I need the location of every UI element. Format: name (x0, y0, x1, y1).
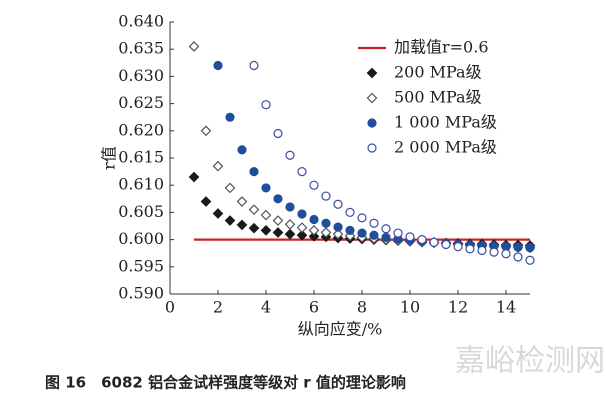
data-point (429, 237, 439, 247)
data-point (405, 232, 415, 242)
legend-label: 2 000 MPa级 (394, 138, 497, 157)
data-point (213, 60, 223, 71)
data-point (248, 222, 260, 234)
y-tick-label: 0.640 (118, 12, 164, 31)
y-tick-label: 0.620 (118, 120, 164, 139)
data-point (249, 60, 259, 71)
data-point (296, 229, 308, 241)
data-point (224, 182, 236, 194)
data-point (297, 209, 307, 219)
data-point (477, 245, 487, 256)
data-point (236, 196, 248, 207)
data-point (320, 227, 332, 238)
legend-label: 500 MPa级 (394, 88, 482, 107)
y-tick-label: 0.595 (118, 256, 164, 275)
x-tick-label: 8 (357, 298, 367, 317)
legend-marker (366, 92, 378, 104)
data-point (332, 228, 344, 240)
data-point (273, 128, 283, 139)
data-point (489, 247, 499, 257)
data-point (513, 242, 523, 252)
data-point (260, 209, 272, 221)
x-tick-label: 4 (261, 298, 271, 317)
data-point (393, 228, 403, 238)
data-point (212, 208, 224, 219)
legend-label: 200 MPa级 (394, 63, 482, 82)
data-point (296, 222, 308, 233)
legend-label: 加载值r=0.6 (394, 38, 489, 57)
y-tick-label: 0.630 (118, 66, 164, 85)
data-point (200, 125, 212, 137)
watermark: 嘉峪检测网 (455, 344, 605, 379)
data-point (272, 227, 284, 238)
data-point (333, 199, 343, 209)
data-point (369, 230, 379, 240)
data-point (308, 225, 320, 236)
y-tick-label: 0.610 (118, 175, 164, 194)
y-tick-label: 0.625 (118, 93, 164, 112)
y-tick-label: 0.600 (118, 229, 164, 248)
data-point (453, 242, 463, 252)
y-axis-title: r值 (100, 146, 119, 170)
data-point (357, 228, 367, 238)
x-tick-label: 6 (309, 298, 319, 317)
data-point (248, 204, 260, 216)
data-point (369, 218, 379, 228)
data-point (417, 235, 427, 245)
data-point (188, 41, 200, 52)
data-point (224, 215, 236, 226)
data-point (525, 255, 535, 265)
data-point (273, 194, 283, 204)
data-point (465, 244, 475, 254)
data-point (236, 219, 248, 231)
data-point (285, 202, 295, 212)
data-point (309, 214, 319, 225)
data-point (345, 207, 355, 217)
data-point (212, 160, 224, 172)
data-point (225, 112, 235, 122)
data-point (308, 230, 320, 242)
data-point (297, 167, 307, 177)
data-point (525, 243, 535, 253)
legend-label: 1 000 MPa级 (394, 113, 497, 132)
data-point (249, 167, 259, 177)
x-tick-label: 0 (165, 298, 175, 317)
caption: 图 16 6082 铝合金试样强度等级对 r 值的理论影响 (45, 374, 406, 392)
x-tick-label: 14 (496, 298, 516, 317)
data-point (284, 219, 296, 230)
y-tick-label: 0.605 (118, 202, 164, 221)
data-point (261, 183, 271, 193)
data-point (345, 225, 355, 235)
data-point (272, 215, 284, 226)
data-point (501, 249, 511, 259)
data-point (321, 218, 331, 228)
y-tick-label: 0.590 (118, 284, 164, 303)
x-axis-title: 纵向应变/% (298, 320, 383, 339)
data-point (381, 224, 391, 234)
data-point (200, 196, 212, 207)
data-point (237, 145, 247, 155)
x-tick-label: 12 (448, 298, 468, 317)
data-point (260, 225, 272, 236)
data-point (513, 252, 523, 262)
data-point (357, 213, 367, 223)
y-tick-label: 0.635 (118, 39, 164, 58)
data-point (333, 222, 343, 232)
legend-marker (367, 143, 377, 153)
data-point (285, 150, 295, 160)
legend-marker (367, 118, 377, 128)
data-point (321, 191, 331, 201)
x-tick-label: 2 (213, 298, 223, 317)
data-point (284, 228, 296, 240)
data-point (441, 239, 451, 250)
legend-marker (366, 67, 378, 79)
data-point (261, 100, 271, 110)
x-tick-label: 10 (400, 298, 420, 317)
data-point (188, 171, 200, 183)
y-tick-label: 0.615 (118, 148, 164, 167)
data-point (381, 232, 391, 243)
data-point (309, 180, 319, 190)
